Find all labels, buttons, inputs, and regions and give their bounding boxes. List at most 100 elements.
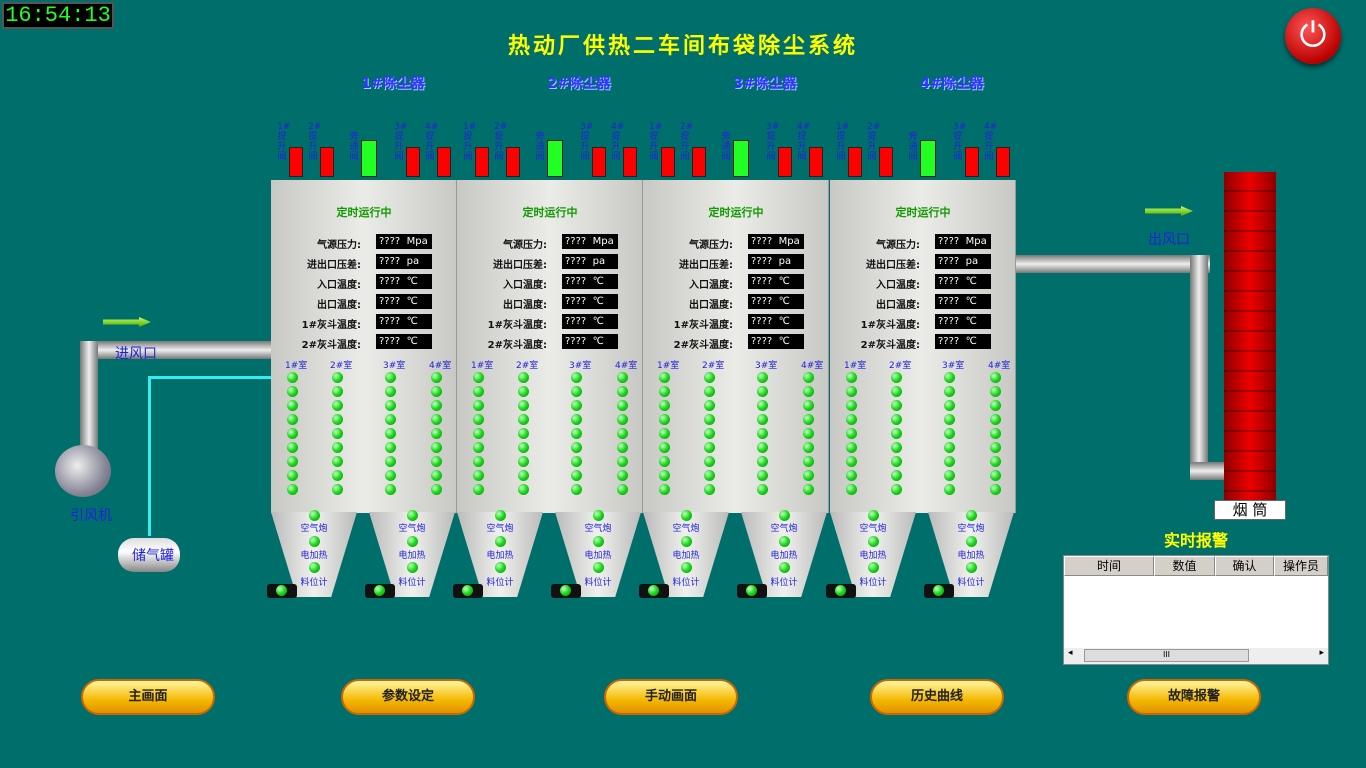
filter-bag-led xyxy=(891,484,902,495)
param-value: ???? pa xyxy=(748,254,804,269)
nav-params-button[interactable]: 参数设定 xyxy=(341,679,475,715)
filter-bag-led xyxy=(659,470,670,481)
hopper-led xyxy=(309,536,320,547)
nav-main-button[interactable]: 主画面 xyxy=(81,679,215,715)
inlet-label: 进风口 xyxy=(115,346,157,362)
filter-bag-led xyxy=(473,400,484,411)
param-label: 入口温度: xyxy=(876,280,920,291)
filter-bag-led xyxy=(473,470,484,481)
param-value: ???? ℃ xyxy=(935,274,991,289)
filter-bag-led xyxy=(571,484,582,495)
hopper-led xyxy=(868,562,879,573)
filter-bag-led xyxy=(704,372,715,383)
bypass-valve[interactable] xyxy=(361,140,377,177)
param-value: ???? ℃ xyxy=(748,314,804,329)
lift-valve[interactable] xyxy=(692,147,706,177)
nav-history-button[interactable]: 历史曲线 xyxy=(870,679,1004,715)
param-label: 2#灰斗温度: xyxy=(860,340,920,351)
nav-manual-button[interactable]: 手动画面 xyxy=(604,679,738,715)
filter-bag-led xyxy=(518,442,529,453)
motor-icon xyxy=(453,584,483,598)
filter-bag-led xyxy=(431,400,442,411)
filter-bag-led xyxy=(518,400,529,411)
inlet-pipe xyxy=(80,341,272,359)
room-label: 4#室 xyxy=(988,361,1011,371)
lift-valve[interactable] xyxy=(965,147,979,177)
filter-bag-led xyxy=(385,428,396,439)
param-unit: ℃ xyxy=(406,296,418,307)
chimney-label: 烟 筒 xyxy=(1214,500,1286,520)
alarm-table-header: 时间 数值 确认 操作员 xyxy=(1064,556,1328,576)
param-number: ???? xyxy=(379,296,401,307)
param-unit: ℃ xyxy=(965,316,977,327)
bypass-valve[interactable] xyxy=(920,140,936,177)
scroll-right-icon[interactable]: ▸ xyxy=(1319,648,1324,658)
filter-bag-led xyxy=(803,386,814,397)
hopper-led xyxy=(407,510,418,521)
valve-label: 4#提升阀 xyxy=(797,122,811,162)
filter-bag-led xyxy=(846,442,857,453)
param-unit: pa xyxy=(406,256,420,267)
param-label: 进出口压差: xyxy=(679,260,733,271)
filter-bag-led xyxy=(571,470,582,481)
scroll-left-icon[interactable]: ◂ xyxy=(1068,648,1073,658)
filter-bag-led xyxy=(990,386,1001,397)
param-unit: ℃ xyxy=(778,276,790,287)
motor-icon xyxy=(737,584,767,598)
filter-bag-led xyxy=(287,428,298,439)
column-confirm[interactable]: 确认 xyxy=(1215,556,1274,576)
unit-title: 2#除尘器 xyxy=(547,76,611,92)
column-value[interactable]: 数值 xyxy=(1154,556,1215,576)
hopper-label: 空气炮 xyxy=(398,524,426,534)
param-number: ???? xyxy=(565,296,587,307)
run-status: 定时运行中 xyxy=(336,206,392,219)
lift-valve[interactable] xyxy=(506,147,520,177)
param-value: ???? ℃ xyxy=(376,334,432,349)
scroll-thumb[interactable]: III xyxy=(1084,649,1249,662)
tank-label: 储气罐 xyxy=(132,548,174,564)
lift-valve[interactable] xyxy=(437,147,451,177)
room-label: 3#室 xyxy=(755,361,778,371)
valve-label: 2#提升阀 xyxy=(494,122,508,162)
filter-bag-led xyxy=(704,428,715,439)
outlet-pipe xyxy=(1016,255,1210,273)
filter-bag-led xyxy=(431,442,442,453)
filter-bag-led xyxy=(385,484,396,495)
hopper-led xyxy=(593,510,604,521)
param-value: ???? ℃ xyxy=(748,334,804,349)
lift-valve[interactable] xyxy=(809,147,823,177)
lift-valve[interactable] xyxy=(848,147,862,177)
filter-bag-led xyxy=(944,414,955,425)
filter-bag-led xyxy=(332,442,343,453)
filter-bag-led xyxy=(704,470,715,481)
lift-valve[interactable] xyxy=(996,147,1010,177)
power-button[interactable]: ⏻ xyxy=(1285,8,1341,64)
bypass-valve[interactable] xyxy=(733,140,749,177)
lift-valve[interactable] xyxy=(406,147,420,177)
hopper-label: 料位计 xyxy=(672,578,700,588)
column-operator[interactable]: 操作员 xyxy=(1274,556,1328,576)
motor-status-led xyxy=(374,585,385,596)
lift-valve[interactable] xyxy=(320,147,334,177)
column-time[interactable]: 时间 xyxy=(1064,556,1154,576)
lift-valve[interactable] xyxy=(592,147,606,177)
nav-alarm-button[interactable]: 故障报警 xyxy=(1127,679,1261,715)
lift-valve[interactable] xyxy=(879,147,893,177)
horizontal-scrollbar[interactable]: ◂ III ▸ xyxy=(1064,648,1328,664)
hopper-label: 电加热 xyxy=(770,551,798,561)
lift-valve[interactable] xyxy=(778,147,792,177)
param-label: 出口温度: xyxy=(689,300,733,311)
bypass-valve[interactable] xyxy=(547,140,563,177)
filter-bag-led xyxy=(990,442,1001,453)
filter-bag-led xyxy=(944,456,955,467)
lift-valve[interactable] xyxy=(623,147,637,177)
lift-valve[interactable] xyxy=(289,147,303,177)
param-label: 入口温度: xyxy=(503,280,547,291)
valve-label: 3#提升阀 xyxy=(953,122,967,162)
lift-valve[interactable] xyxy=(661,147,675,177)
motor-icon xyxy=(826,584,856,598)
alarm-table[interactable]: 时间 数值 确认 操作员 ◂ III ▸ xyxy=(1063,555,1329,665)
param-value: ???? Mpa xyxy=(562,234,618,249)
lift-valve[interactable] xyxy=(475,147,489,177)
param-unit: ℃ xyxy=(778,336,790,347)
